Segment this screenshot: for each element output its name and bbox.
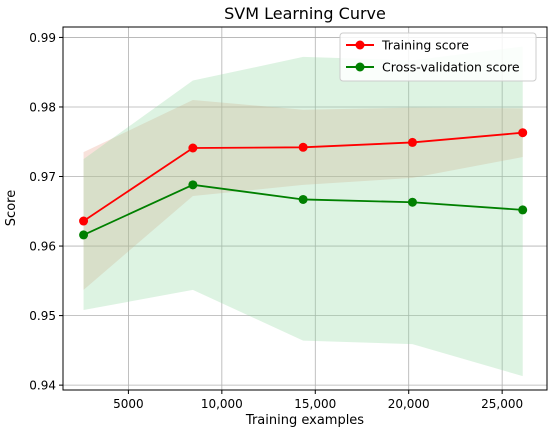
y-tick-label: 0.98 xyxy=(29,100,56,114)
y-tick-label: 0.99 xyxy=(29,31,56,45)
legend-label-training: Training score xyxy=(381,38,469,53)
x-axis-ticks: 5000 10,000 15,000 20,000 25,000 xyxy=(113,390,523,411)
y-axis-label: Score xyxy=(4,190,19,226)
legend: Training score Cross-validation score xyxy=(339,32,537,82)
chart-title: SVM Learning Curve xyxy=(224,4,386,23)
legend-box xyxy=(339,32,537,82)
data-point-series-0 xyxy=(518,128,528,138)
series-points xyxy=(79,128,528,240)
y-tick-label: 0.96 xyxy=(29,240,56,254)
legend-marker-training xyxy=(355,40,365,50)
plot-frame xyxy=(62,26,548,391)
data-point-series-1 xyxy=(188,180,198,190)
y-tick-label: 0.94 xyxy=(29,379,56,393)
confidence-band-series-1 xyxy=(83,46,523,377)
legend-marker-cv xyxy=(355,62,365,72)
y-tick-label: 0.97 xyxy=(29,170,56,184)
y-tick-label: 0.95 xyxy=(29,309,56,323)
data-point-series-1 xyxy=(298,194,308,204)
data-point-series-0 xyxy=(188,143,198,153)
legend-label-cv: Cross-validation score xyxy=(382,60,520,75)
x-axis-label: Training examples xyxy=(245,413,364,428)
y-axis-ticks: 0.94 0.95 0.96 0.97 0.98 0.99 xyxy=(29,31,63,393)
data-point-series-0 xyxy=(407,137,417,147)
x-tick-label: 25,000 xyxy=(481,397,523,411)
x-tick-label: 10,000 xyxy=(201,397,243,411)
data-point-series-1 xyxy=(407,197,417,207)
x-tick-label: 5000 xyxy=(113,397,144,411)
data-point-series-1 xyxy=(79,230,89,240)
x-tick-label: 15,000 xyxy=(294,397,336,411)
data-point-series-0 xyxy=(79,216,89,226)
data-point-series-0 xyxy=(298,142,308,152)
x-tick-label: 20,000 xyxy=(388,397,430,411)
data-point-series-1 xyxy=(518,205,528,215)
